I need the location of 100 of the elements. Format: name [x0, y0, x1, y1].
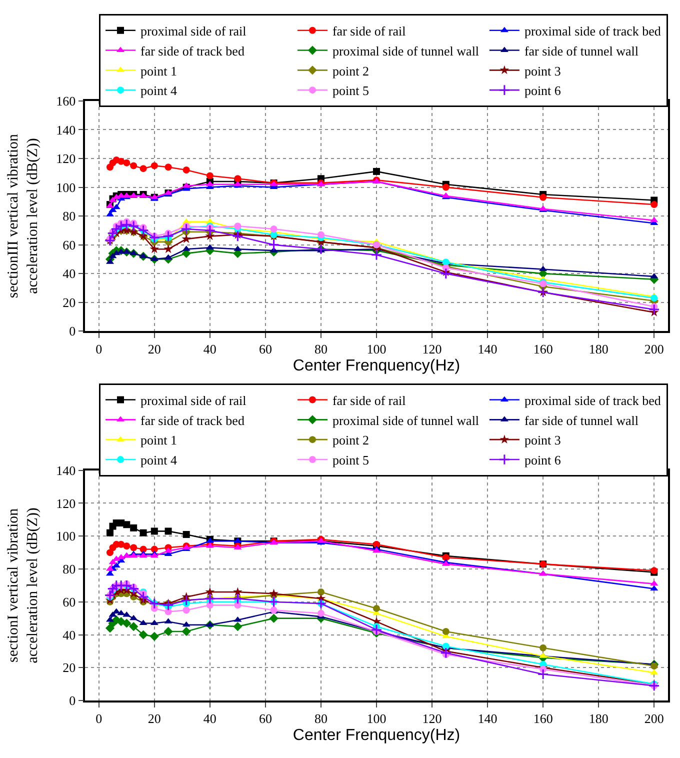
point	[182, 234, 191, 244]
point	[130, 614, 138, 620]
point	[139, 620, 148, 626]
point	[108, 252, 117, 258]
y-tick-label: 80	[62, 562, 76, 577]
point	[140, 546, 147, 553]
point	[164, 528, 172, 535]
point	[140, 165, 147, 172]
legend-label: point 2	[332, 63, 369, 78]
x-tick-label: 100	[366, 341, 386, 356]
point	[268, 596, 280, 608]
point	[150, 620, 158, 626]
point	[440, 647, 452, 658]
point	[164, 626, 173, 636]
x-tick-label: 0	[96, 341, 102, 356]
legend-label: point 6	[524, 83, 562, 98]
point	[130, 524, 138, 532]
point	[234, 616, 242, 622]
point	[370, 249, 382, 261]
y-tick-label: 140	[56, 122, 76, 138]
point	[123, 542, 130, 550]
point	[206, 621, 214, 627]
point	[118, 540, 125, 548]
legend-label: proximal side of tunnel wall	[332, 43, 480, 58]
legend-label: far side of rail	[332, 392, 406, 408]
legend-label: point 4	[140, 83, 178, 98]
y-tick-label: 80	[62, 208, 76, 224]
point	[269, 614, 278, 623]
point	[138, 224, 149, 236]
y-tick-label: 100	[56, 180, 76, 195]
point	[204, 592, 216, 604]
point	[648, 680, 660, 692]
point	[180, 223, 192, 235]
point	[204, 224, 216, 236]
x-tick-label: 180	[588, 710, 608, 726]
legend-label: proximal side of rail	[140, 392, 247, 408]
point	[234, 175, 242, 182]
x-tick-label: 20	[148, 710, 161, 726]
point	[182, 182, 190, 188]
x-tick-label: 200	[644, 710, 664, 726]
point	[539, 266, 548, 272]
point	[268, 239, 280, 250]
point	[317, 231, 324, 238]
point	[232, 230, 244, 242]
x-tick-label: 80	[314, 341, 328, 356]
x-tick-label: 120	[422, 341, 442, 356]
point	[118, 158, 125, 165]
x-tick-label: 180	[588, 341, 608, 356]
legend-label: point 1	[140, 63, 177, 78]
y-tick-label: 20	[62, 294, 76, 310]
y-tick-label: 120	[56, 151, 76, 166]
point	[108, 206, 117, 212]
y-tick-label: 40	[62, 266, 76, 282]
point	[129, 622, 138, 632]
point	[138, 630, 148, 640]
point	[164, 244, 173, 254]
point	[182, 530, 190, 538]
legend-label: far side of track bed	[140, 412, 245, 428]
y-tick-label: 60	[62, 237, 76, 252]
y-tick-label: 100	[56, 528, 76, 544]
x-tick-label: 140	[478, 710, 498, 726]
point	[148, 232, 160, 244]
point	[150, 244, 160, 254]
x-tick-label: 100	[366, 710, 386, 726]
point	[130, 250, 138, 256]
point	[234, 602, 242, 609]
point	[373, 168, 380, 175]
x-tick-label: 0	[96, 710, 102, 726]
legend-label: point 5	[332, 83, 369, 98]
x-tick-label: 160	[533, 341, 553, 356]
legend-label: proximal side of tunnel wall	[332, 412, 480, 428]
x-tick-label: 120	[422, 710, 442, 726]
point	[150, 632, 159, 641]
point	[162, 600, 174, 611]
y-axis-title: sectionI vertical vibration acceleration level (dB(Z))	[5, 508, 41, 664]
legend-label: far side of tunnel wall	[524, 412, 639, 428]
point	[233, 622, 242, 632]
y-tick-label: 160	[56, 94, 76, 109]
point	[648, 304, 660, 316]
legend-label: proximal side of track bed	[524, 23, 662, 38]
point	[130, 162, 138, 170]
legend-label: point 5	[332, 452, 369, 468]
legend-label: far side of tunnel wall	[524, 43, 639, 58]
point	[234, 222, 242, 230]
y-axis-title: sectionIII vertical vibration acceleration level (dB(Z))	[5, 133, 41, 298]
point	[232, 592, 244, 604]
y-tick-label: 0	[69, 693, 76, 708]
point	[233, 587, 242, 596]
point	[122, 618, 132, 628]
point	[150, 162, 158, 170]
point	[440, 268, 452, 280]
point	[540, 194, 547, 201]
x-axis-title: Center Frenquency(Hz)	[292, 358, 460, 375]
y-tick-label: 20	[62, 660, 76, 676]
point	[139, 252, 148, 258]
point	[123, 521, 130, 528]
x-tick-label: 140	[478, 341, 498, 356]
point	[315, 598, 327, 610]
point	[317, 588, 324, 596]
y-tick-label: 0	[69, 324, 76, 339]
